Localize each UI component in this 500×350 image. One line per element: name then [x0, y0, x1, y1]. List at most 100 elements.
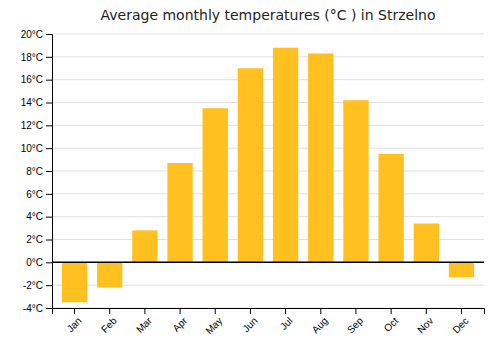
- tick-label: 8°C: [26, 166, 43, 177]
- grid-line: [52, 125, 484, 126]
- tick-label: 6°C: [26, 189, 43, 200]
- axis-line: [46, 35, 53, 309]
- tick-mark: [46, 57, 52, 58]
- y-tick: 8°C: [26, 166, 52, 177]
- bar: [62, 262, 87, 302]
- tick-mark: [109, 308, 110, 314]
- tick-mark: [46, 148, 52, 149]
- tick-label: Mar: [134, 315, 154, 335]
- bar: [203, 108, 228, 262]
- grid-line: [52, 193, 484, 194]
- bar: [273, 48, 298, 263]
- grid-line: [52, 102, 484, 103]
- tick-mark: [46, 217, 52, 218]
- y-axis: -4°C -2°C 0°C 2°C 4°C 6°C 8°C 10°C 12°C 14°C 16°C 1…: [21, 29, 53, 314]
- tick-mark: [46, 103, 52, 104]
- x-tick: Dec: [450, 308, 470, 335]
- grid-line: [52, 148, 484, 149]
- bar: [97, 262, 122, 287]
- y-tick: 12°C: [21, 120, 52, 131]
- tick-mark: [215, 308, 216, 314]
- tick-label: 16°C: [21, 74, 43, 85]
- grid-line: [52, 56, 484, 57]
- x-tick: Jan: [65, 308, 84, 334]
- tick-mark: [46, 80, 52, 81]
- tick-label: 4°C: [26, 211, 43, 222]
- tick-label: Nov: [415, 315, 435, 335]
- y-tick: 18°C: [21, 52, 52, 63]
- tick-mark: [320, 308, 321, 314]
- tick-mark: [285, 308, 286, 314]
- bar: [132, 230, 157, 262]
- bar: [378, 154, 403, 262]
- tick-label: Feb: [99, 315, 119, 335]
- grid-line: [52, 216, 484, 217]
- bars: [52, 48, 484, 303]
- tick-mark: [461, 308, 462, 314]
- tick-label: Dec: [450, 315, 470, 335]
- y-tick: 20°C: [21, 29, 52, 40]
- tick-label: 12°C: [21, 120, 43, 131]
- tick-label: Oct: [382, 315, 401, 334]
- x-tick: Nov: [415, 308, 435, 335]
- tick-mark: [46, 308, 52, 309]
- grid: [52, 34, 484, 308]
- tick-label: Aug: [310, 315, 330, 335]
- bar: [167, 163, 192, 262]
- grid-line: [52, 171, 484, 172]
- tick-label: 20°C: [21, 29, 43, 40]
- grid-line: [52, 79, 484, 80]
- y-tick: -4°C: [23, 303, 52, 314]
- x-tick: Apr: [170, 308, 189, 334]
- tick-mark: [144, 308, 145, 314]
- x-tick: May: [203, 308, 224, 336]
- y-tick: 16°C: [21, 74, 52, 85]
- tick-label: 2°C: [26, 234, 43, 245]
- bar: [238, 68, 263, 262]
- bar: [414, 224, 439, 263]
- tick-mark: [180, 308, 181, 314]
- y-tick: 6°C: [26, 189, 52, 200]
- tick-mark: [74, 308, 75, 314]
- tick-mark: [46, 285, 52, 286]
- grid-line: [52, 34, 484, 35]
- x-tick: Jul: [278, 308, 295, 332]
- plot: -4°C -2°C 0°C 2°C 4°C 6°C 8°C 10°C 12°C 14°C 16°C 1…: [21, 29, 485, 337]
- tick-label: 10°C: [21, 143, 43, 154]
- tick-mark: [46, 171, 52, 172]
- bar: [449, 262, 474, 277]
- tick-mark: [46, 34, 52, 35]
- tick-label: Jul: [278, 315, 295, 332]
- tick-label: Sep: [345, 315, 366, 336]
- y-tick: 14°C: [21, 97, 52, 108]
- bar: [343, 100, 368, 262]
- x-tick: Feb: [99, 308, 119, 335]
- x-tick: Jun: [240, 308, 259, 334]
- tick-label: May: [203, 315, 224, 336]
- y-tick: 10°C: [21, 143, 52, 154]
- title: Average monthly temperatures (°C ) in St…: [101, 7, 436, 23]
- y-tick: 2°C: [26, 234, 52, 245]
- tick-mark: [391, 308, 392, 314]
- tick-label: Jun: [240, 315, 259, 334]
- grid-line: [52, 262, 484, 263]
- tick-label: 0°C: [26, 257, 43, 268]
- tick-mark: [46, 262, 52, 263]
- bar: [308, 53, 333, 262]
- tick-label: -2°C: [23, 280, 43, 291]
- zero-line: [52, 262, 484, 264]
- tick-mark: [46, 194, 52, 195]
- x-axis: Jan Feb Mar Apr May Jun Jul Aug Sep Oct Nov Dec: [53, 308, 485, 336]
- tick-label: -4°C: [23, 303, 43, 314]
- x-tick: Sep: [345, 308, 366, 335]
- y-tick: 4°C: [26, 211, 52, 222]
- tick-mark: [355, 308, 356, 314]
- tick-mark: [426, 308, 427, 314]
- y-tick: 0°C: [26, 257, 52, 268]
- y-tick: -2°C: [23, 280, 52, 291]
- x-tick: Mar: [134, 308, 154, 335]
- x-tick: Aug: [310, 308, 330, 335]
- x-tick: Oct: [382, 308, 401, 334]
- axis-line: [53, 309, 485, 315]
- tick-mark: [46, 240, 52, 241]
